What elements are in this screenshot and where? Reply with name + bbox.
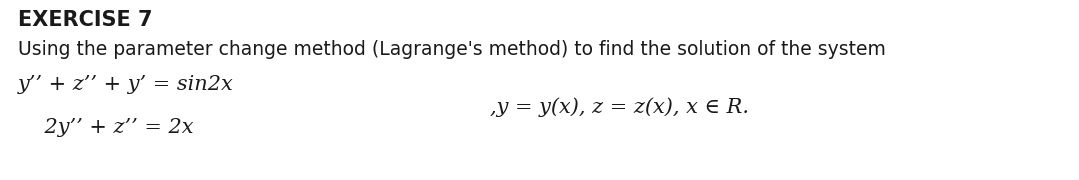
Text: 2y’’ + z’’ = 2x: 2y’’ + z’’ = 2x — [18, 118, 193, 137]
Text: ,y = y(x), z = z(x), x ∈ R.: ,y = y(x), z = z(x), x ∈ R. — [490, 97, 749, 117]
Text: Using the parameter change method (Lagrange's method) to find the solution of th: Using the parameter change method (Lagra… — [18, 40, 886, 59]
Text: y’’ + z’’ + y’ = sin2x: y’’ + z’’ + y’ = sin2x — [18, 75, 234, 94]
Text: EXERCISE 7: EXERCISE 7 — [18, 10, 152, 30]
